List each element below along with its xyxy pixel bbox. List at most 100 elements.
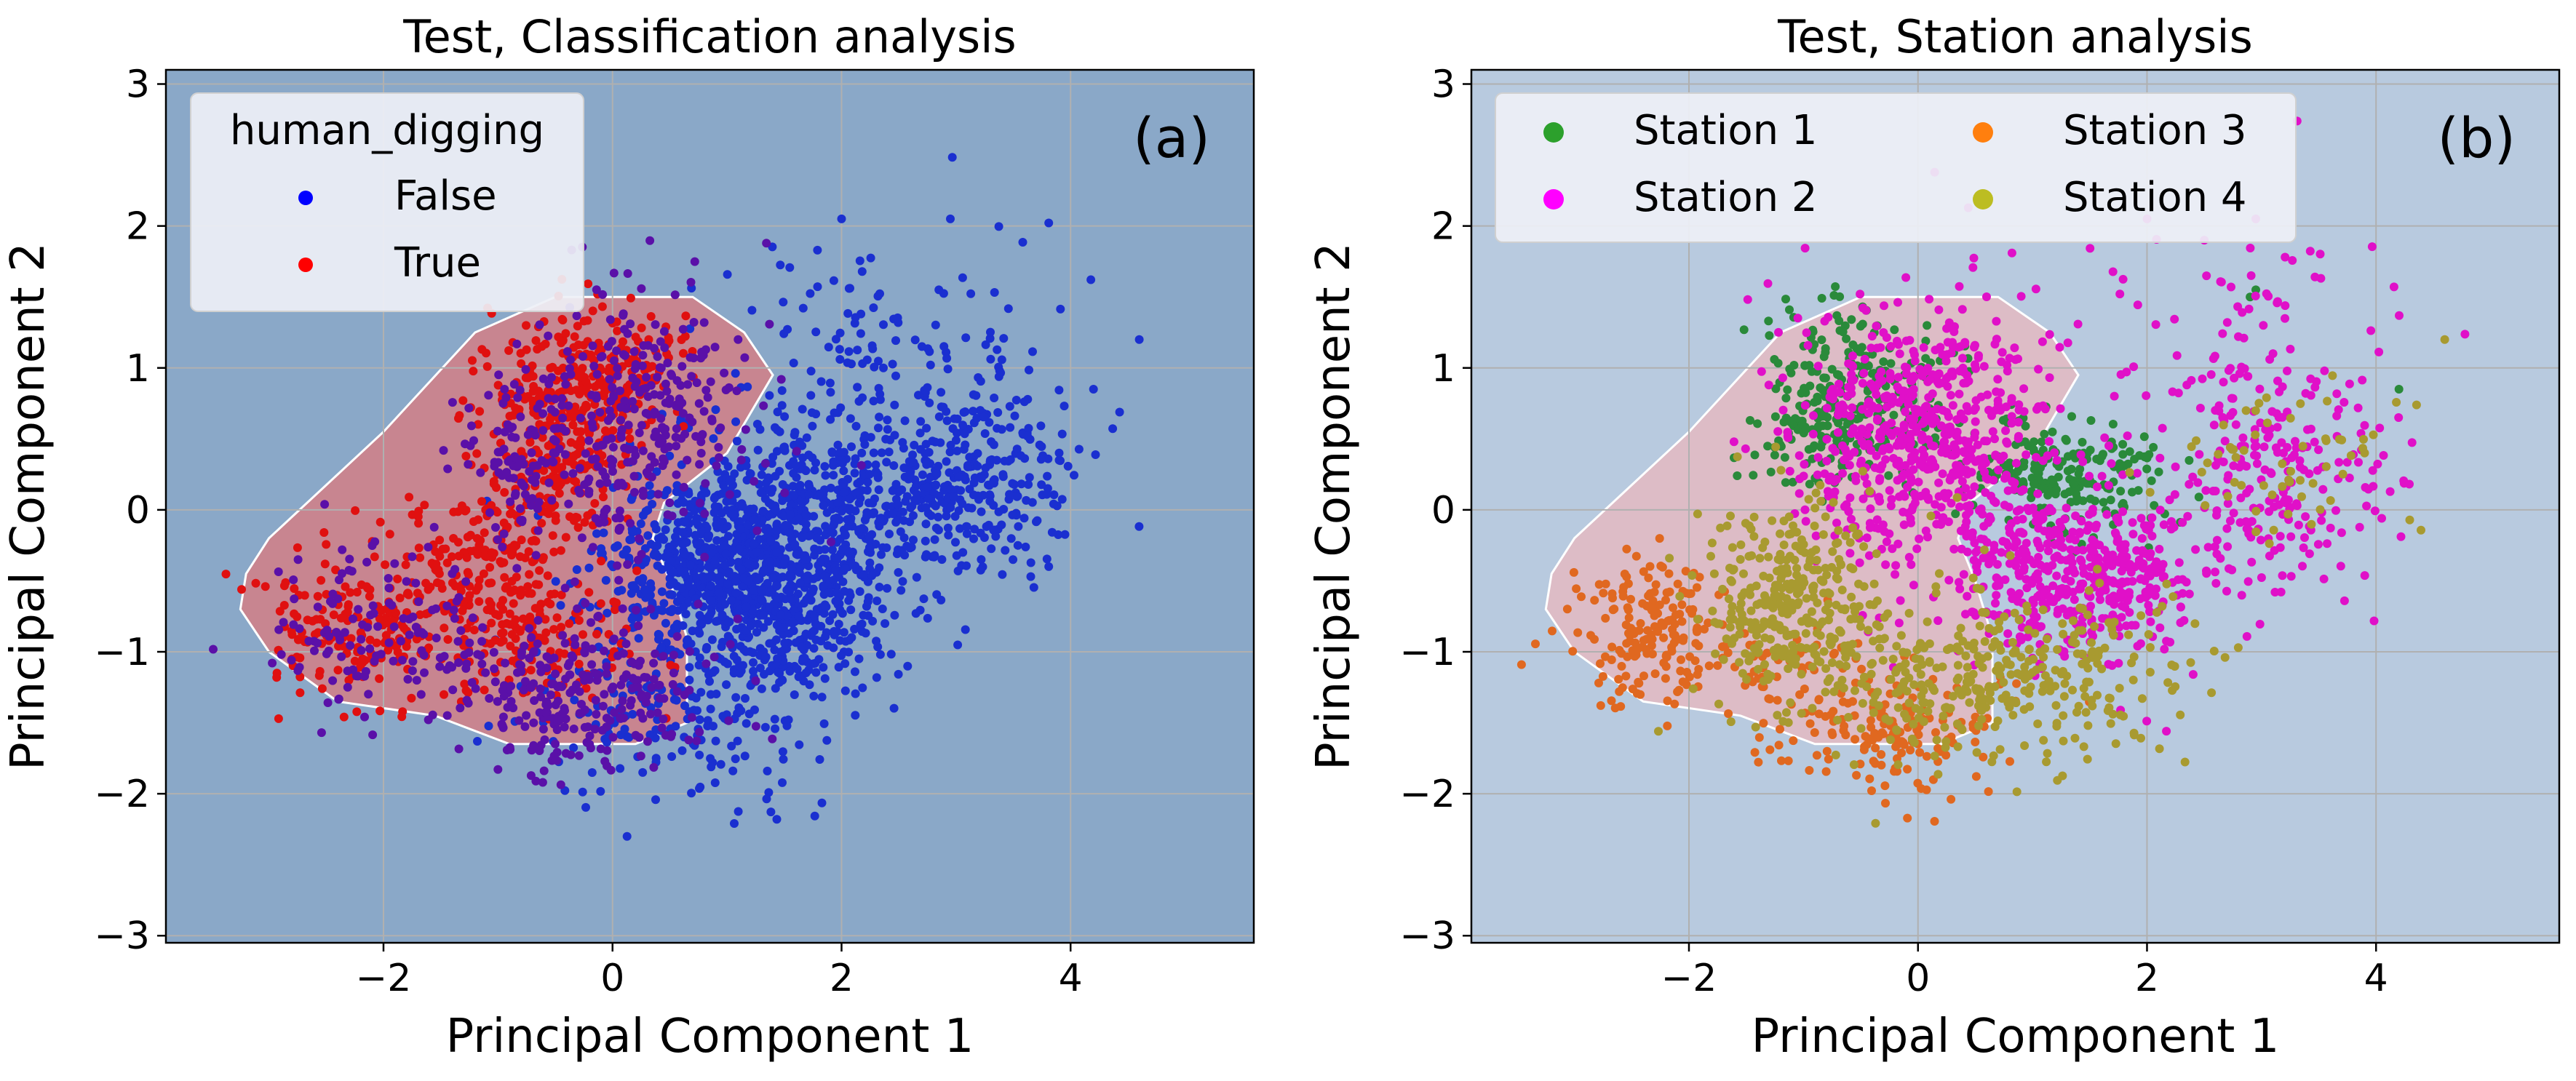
point-true [537, 342, 546, 351]
point-overlap [602, 714, 611, 723]
point-overlap [493, 765, 503, 774]
point-station-2 [1946, 391, 1955, 400]
point-overlap [638, 351, 648, 360]
point-station-2 [1970, 482, 1979, 492]
point-false [1054, 455, 1064, 465]
point-overlap [481, 668, 490, 677]
point-station-2 [1920, 450, 1929, 460]
point-overlap [364, 690, 373, 699]
point-false [722, 680, 731, 690]
point-false [716, 759, 726, 769]
point-false [710, 502, 720, 511]
point-false [749, 658, 758, 667]
point-station-2 [2034, 364, 2043, 374]
point-overlap [493, 426, 502, 436]
point-overlap [679, 507, 688, 516]
point-overlap [686, 278, 696, 287]
point-true [320, 559, 330, 569]
point-false [874, 383, 883, 393]
point-station-2 [1850, 447, 1859, 457]
point-true [520, 553, 530, 562]
point-false [678, 527, 687, 537]
point-true [519, 614, 528, 623]
point-false [816, 557, 825, 566]
point-true [507, 630, 517, 639]
y-tick-label: 0 [126, 489, 150, 532]
point-false [785, 263, 795, 272]
point-false [869, 396, 878, 406]
point-false [1005, 490, 1014, 499]
point-overlap [669, 669, 678, 678]
point-false [706, 754, 715, 763]
point-station-2 [1947, 367, 1956, 377]
point-false [806, 367, 816, 376]
point-false [829, 471, 838, 480]
point-overlap [467, 421, 476, 431]
point-station-1 [2149, 442, 2158, 452]
point-false [661, 525, 670, 535]
point-false [778, 747, 787, 757]
point-false [961, 522, 971, 531]
point-station-2 [1833, 428, 1842, 437]
point-overlap [496, 447, 505, 457]
point-station-2 [1803, 340, 1813, 350]
point-false [819, 609, 829, 618]
point-overlap [646, 605, 656, 614]
point-overlap [349, 614, 358, 623]
point-overlap [367, 541, 377, 550]
point-false [877, 448, 886, 458]
point-false [707, 762, 716, 772]
point-true [421, 578, 431, 588]
point-false [850, 468, 859, 478]
point-false [812, 605, 822, 614]
point-false [953, 414, 962, 423]
point-overlap [668, 679, 677, 689]
point-false [963, 462, 972, 471]
point-false [643, 531, 653, 540]
point-overlap [408, 613, 418, 621]
point-station-2 [1968, 263, 1978, 272]
point-overlap [696, 437, 706, 447]
point-false [752, 628, 761, 637]
point-false [990, 394, 999, 402]
point-true [506, 509, 515, 519]
point-false [758, 586, 766, 595]
point-overlap [566, 370, 576, 379]
point-station-2 [2070, 595, 2079, 605]
point-false [680, 549, 690, 559]
point-overlap [732, 386, 742, 396]
point-overlap [591, 695, 600, 705]
point-station-2 [1899, 423, 1909, 433]
point-overlap [503, 703, 512, 712]
point-station-1 [1813, 421, 1823, 431]
point-false [1006, 423, 1015, 432]
point-overlap [544, 478, 554, 487]
point-false [965, 452, 974, 462]
point-station-1 [2063, 452, 2072, 461]
point-true [557, 623, 566, 632]
point-station-2 [1989, 476, 1998, 485]
point-false [778, 778, 787, 787]
point-true [574, 659, 584, 669]
point-overlap [587, 660, 597, 669]
point-overlap [589, 362, 599, 371]
point-overlap [626, 701, 635, 710]
point-overlap [328, 589, 338, 599]
point-overlap [653, 681, 663, 690]
point-false [1000, 456, 1009, 466]
point-station-2 [1979, 362, 1989, 371]
point-false [931, 501, 940, 511]
point-false [801, 510, 811, 519]
point-false [677, 583, 687, 593]
point-false [946, 214, 955, 223]
point-station-2 [1883, 402, 1891, 412]
point-overlap [328, 599, 338, 608]
point-false [1134, 335, 1144, 344]
point-overlap [322, 649, 331, 658]
point-false [908, 450, 918, 460]
point-false [863, 477, 872, 487]
point-false [730, 819, 739, 828]
point-false [853, 383, 862, 392]
point-overlap [575, 463, 584, 473]
point-overlap [598, 290, 608, 299]
